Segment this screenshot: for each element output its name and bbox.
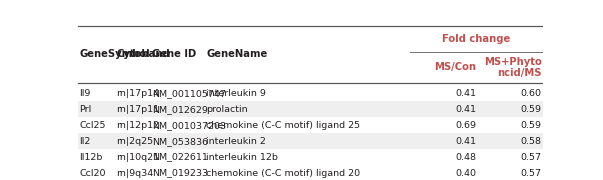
Text: interleukin 9: interleukin 9	[206, 89, 266, 98]
Text: MS/Con: MS/Con	[434, 62, 476, 72]
Text: Cytoband: Cytoband	[116, 49, 170, 59]
Text: 0.40: 0.40	[455, 168, 476, 177]
Text: Il2: Il2	[79, 137, 90, 146]
Text: Gene ID: Gene ID	[153, 49, 197, 59]
Text: Ccl25: Ccl25	[79, 121, 106, 130]
Text: NM_012629: NM_012629	[153, 105, 209, 114]
Bar	[78, 149, 543, 165]
Text: 0.41: 0.41	[455, 89, 476, 98]
Text: GeneName: GeneName	[206, 49, 268, 59]
Text: Prl: Prl	[79, 105, 92, 114]
Text: interleukin 2: interleukin 2	[206, 137, 266, 146]
Text: Il9: Il9	[79, 89, 90, 98]
Text: Il12b: Il12b	[79, 153, 103, 162]
Bar	[78, 133, 543, 149]
Text: rn|12p12: rn|12p12	[116, 121, 160, 130]
Text: 0.48: 0.48	[455, 153, 476, 162]
Text: chemokine (C-C motif) ligand 20: chemokine (C-C motif) ligand 20	[206, 168, 361, 177]
Text: 0.57: 0.57	[521, 153, 541, 162]
Text: MS+Phyto
ncid/MS: MS+Phyto ncid/MS	[484, 57, 541, 78]
Text: interleukin 12b: interleukin 12b	[206, 153, 278, 162]
Text: 0.41: 0.41	[455, 105, 476, 114]
Text: GeneSymbol: GeneSymbol	[79, 49, 150, 59]
Text: 0.69: 0.69	[455, 121, 476, 130]
Text: rn|17p14: rn|17p14	[116, 89, 160, 98]
Text: NM_053836: NM_053836	[153, 137, 209, 146]
Text: 0.41: 0.41	[455, 137, 476, 146]
Text: rn|10q21: rn|10q21	[116, 153, 160, 162]
Text: Ccl20: Ccl20	[79, 168, 106, 177]
Text: 0.59: 0.59	[521, 105, 541, 114]
Text: NM_001105747: NM_001105747	[153, 89, 226, 98]
Bar	[78, 85, 543, 101]
Text: rn|17p11: rn|17p11	[116, 105, 160, 114]
Text: 0.60: 0.60	[521, 89, 541, 98]
Text: chemokine (C-C motif) ligand 25: chemokine (C-C motif) ligand 25	[206, 121, 361, 130]
Bar	[78, 117, 543, 133]
Text: rn|2q25: rn|2q25	[116, 137, 154, 146]
Text: 0.57: 0.57	[521, 168, 541, 177]
Text: prolactin: prolactin	[206, 105, 248, 114]
Text: NM_001037203: NM_001037203	[153, 121, 227, 130]
Text: 0.58: 0.58	[521, 137, 541, 146]
Text: rn|9q34: rn|9q34	[116, 168, 154, 177]
Bar	[78, 101, 543, 117]
Text: Fold change: Fold change	[442, 34, 510, 44]
Text: 0.59: 0.59	[521, 121, 541, 130]
Text: NM_019233: NM_019233	[153, 168, 209, 177]
Bar	[78, 165, 543, 180]
Text: NM_022611: NM_022611	[153, 153, 209, 162]
